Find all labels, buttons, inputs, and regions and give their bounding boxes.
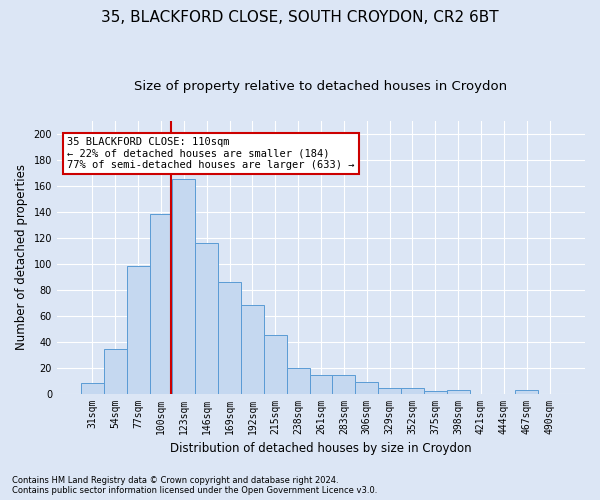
Bar (378, 388, 401, 394)
Bar (310, 376, 332, 394)
Bar (172, 179, 195, 394)
Bar (218, 282, 241, 394)
Y-axis label: Number of detached properties: Number of detached properties (15, 164, 28, 350)
Bar (332, 376, 355, 394)
Text: Contains HM Land Registry data © Crown copyright and database right 2024.
Contai: Contains HM Land Registry data © Crown c… (12, 476, 377, 495)
Bar (127, 266, 149, 394)
Bar (195, 243, 218, 394)
Text: 35, BLACKFORD CLOSE, SOUTH CROYDON, CR2 6BT: 35, BLACKFORD CLOSE, SOUTH CROYDON, CR2 … (101, 10, 499, 25)
Bar (104, 350, 127, 394)
Bar (81, 383, 104, 394)
Text: 35 BLACKFORD CLOSE: 110sqm
← 22% of detached houses are smaller (184)
77% of sem: 35 BLACKFORD CLOSE: 110sqm ← 22% of deta… (67, 137, 355, 170)
Bar (241, 305, 264, 394)
Title: Size of property relative to detached houses in Croydon: Size of property relative to detached ho… (134, 80, 508, 93)
Bar (515, 390, 538, 394)
Bar (424, 391, 446, 394)
X-axis label: Distribution of detached houses by size in Croydon: Distribution of detached houses by size … (170, 442, 472, 455)
Bar (355, 382, 378, 394)
Bar (401, 388, 424, 394)
Bar (287, 368, 310, 394)
Bar (149, 214, 172, 394)
Bar (446, 390, 470, 394)
Bar (264, 335, 287, 394)
